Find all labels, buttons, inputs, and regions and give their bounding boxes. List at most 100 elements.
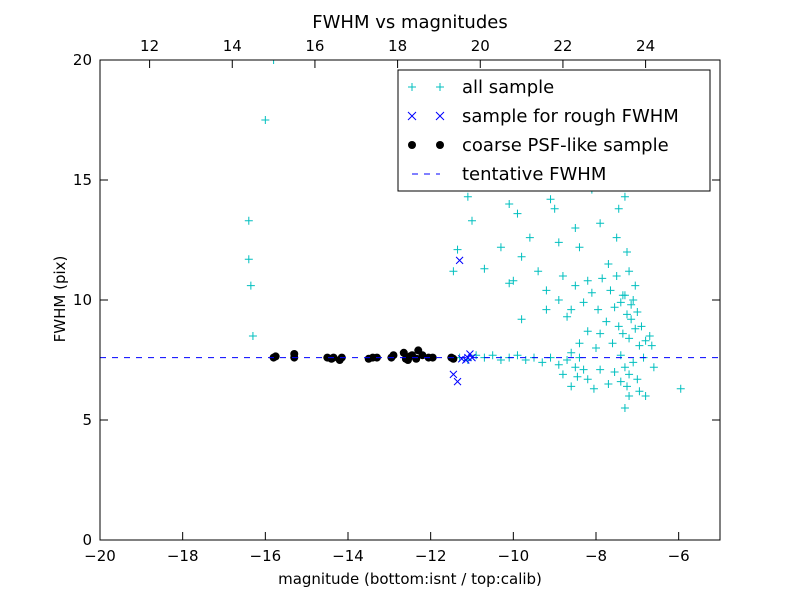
all-sample-point	[534, 267, 543, 276]
y-tick-label: 10	[73, 291, 92, 309]
x-tick-label: −6	[668, 547, 690, 565]
all-sample-point	[571, 363, 580, 372]
all-sample-point	[594, 305, 603, 314]
all-sample-point	[629, 296, 638, 304]
all-sample-point	[583, 327, 592, 336]
rough-fwhm-point	[453, 377, 462, 386]
rough-fwhm-point	[457, 354, 466, 363]
all-sample-point	[620, 404, 629, 412]
all-sample-point	[550, 204, 559, 213]
all-sample-point	[676, 384, 685, 393]
top-x-tick-label: 22	[553, 37, 572, 55]
top-x-tick-label: 16	[305, 37, 324, 55]
psf-like-point	[449, 354, 458, 363]
legend-label: coarse PSF-like sample	[462, 135, 669, 156]
all-sample-point	[573, 372, 582, 381]
all-sample-point	[563, 312, 572, 321]
all-sample-point	[627, 300, 636, 309]
legend-label: sample for rough FWHM	[462, 106, 679, 127]
all-sample-point	[602, 317, 611, 326]
legend-plus-marker	[408, 83, 416, 91]
rough-fwhm-point	[455, 256, 464, 265]
all-sample-point	[261, 116, 270, 124]
all-sample-point	[583, 276, 592, 285]
legend-x-marker	[435, 111, 445, 121]
x-tick-label: −10	[498, 547, 530, 565]
all-sample-point	[496, 243, 505, 252]
x-tick-label: −14	[332, 547, 364, 565]
top-x-tick-label: 20	[471, 37, 490, 55]
psf-like-point	[428, 353, 437, 362]
all-sample-point	[244, 216, 253, 225]
all-sample-point	[618, 329, 627, 338]
legend-dot-marker	[436, 141, 444, 149]
all-sample-point	[554, 238, 563, 247]
legend-x-marker	[407, 111, 417, 121]
x-axis-label: magnitude (bottom:isnt / top:calib)	[278, 570, 542, 588]
all-sample-point	[620, 363, 629, 372]
axes: −20 −18 −16 −14 −12 −10 −8 −6 0 5 10 15 20 12 14 16 18 20…	[73, 37, 721, 565]
all-sample-point	[637, 322, 646, 331]
legend-entry-tentative: tentative FWHM	[412, 164, 606, 185]
rough-fwhm-point	[466, 350, 474, 358]
all-sample-point	[629, 358, 638, 367]
all-sample-point	[641, 336, 650, 345]
all-sample-point	[596, 219, 605, 228]
x-tick-label: −8	[585, 547, 607, 565]
all-sample-point	[631, 281, 640, 290]
all-sample-point	[480, 264, 489, 273]
all-sample-point	[525, 233, 534, 242]
all-sample-point	[645, 332, 654, 340]
all-sample-point	[542, 305, 551, 314]
all-sample-point	[567, 348, 576, 357]
all-sample-point	[598, 274, 607, 283]
legend-label: all sample	[462, 77, 554, 98]
all-sample-point	[610, 368, 619, 376]
all-sample-point	[579, 365, 588, 374]
top-x-tick-label: 12	[140, 37, 159, 55]
all-sample-point	[269, 60, 278, 64]
all-sample-point	[623, 248, 631, 256]
x-tick-label: −12	[415, 547, 447, 565]
legend-plus-marker	[436, 83, 444, 91]
all-sample-point	[546, 195, 555, 204]
x-tick-label: −16	[250, 547, 282, 565]
all-sample-point	[620, 291, 629, 300]
psf-like-point	[271, 352, 280, 361]
legend-dot-marker	[408, 141, 416, 149]
rough-fwhm-point	[449, 370, 458, 379]
all-sample-point	[649, 363, 658, 372]
chart-title: FWHM vs magnitudes	[312, 12, 507, 33]
all-sample-point	[623, 310, 631, 319]
all-sample-point	[571, 224, 580, 232]
all-sample-point	[596, 365, 605, 374]
legend-entry-psf-like: coarse PSF-like sample	[408, 135, 669, 156]
all-sample-point	[627, 315, 636, 324]
legend-entry-rough-fwhm: sample for rough FWHM	[407, 106, 679, 127]
psf-like-point	[412, 354, 421, 363]
all-sample-point	[567, 382, 576, 391]
all-sample-point	[625, 392, 634, 400]
all-sample-point	[505, 200, 514, 208]
all-sample-point	[616, 377, 625, 386]
all-sample-point	[608, 339, 617, 348]
all-sample-point	[517, 315, 526, 324]
all-sample-point	[505, 279, 514, 288]
plot-area	[100, 60, 720, 412]
y-tick-label: 0	[82, 531, 92, 549]
all-sample-point	[246, 281, 255, 290]
all-sample-point	[453, 245, 462, 254]
all-sample-point	[620, 192, 629, 201]
all-sample-point	[554, 360, 563, 369]
all-sample-point	[592, 344, 600, 352]
all-sample-point	[579, 298, 588, 307]
psf-like-point	[399, 348, 408, 357]
top-x-tick-label: 14	[223, 37, 242, 55]
all-sample-point	[625, 267, 634, 276]
x-tick-label: −20	[84, 547, 116, 565]
all-sample-point	[509, 276, 518, 285]
all-sample-point	[563, 356, 572, 364]
all-sample-point	[558, 370, 567, 379]
legend-label: tentative FWHM	[462, 164, 606, 185]
